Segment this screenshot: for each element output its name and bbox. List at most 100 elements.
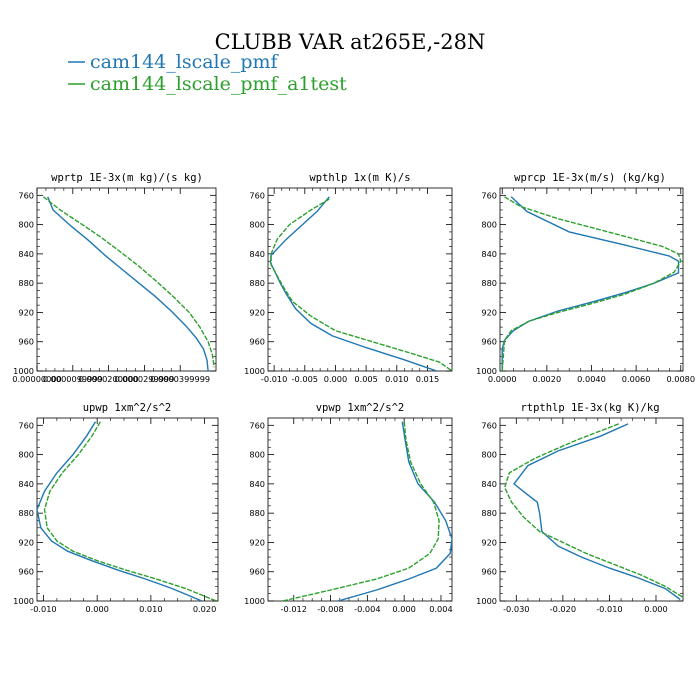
y-tick-label: 760	[18, 420, 34, 430]
panel-wpthlp: wpthlp 1x(m K)/s -0.010 -0.005 0.000 0.005 0…	[244, 172, 453, 384]
panel-wprtp: wprtp 1E-3x(m kg)/(s kg) 0.000000000.000…	[12, 172, 217, 384]
plot-area-vpwp: -0.012 -0.008 -0.004 0.000 0.004 760 800 840 880…	[244, 418, 453, 614]
y-tick-label: 960	[18, 337, 34, 347]
x-tick-label: 0.0000399999	[150, 374, 210, 384]
panel-title-wprcp: wprcp 1E-3x(m/s) (kg/kg)	[514, 172, 666, 184]
y-tick-label: 920	[481, 307, 497, 317]
plot-frame-vpwp	[267, 417, 453, 602]
panel-title-vpwp: vpwp 1xm^2/s^2	[316, 402, 405, 414]
y-tick-label: 880	[481, 508, 497, 518]
plot-area-wprtp: 0.000000000.00000999990.00002000000.0000…	[12, 188, 216, 384]
plot-frame-rtpthlp	[499, 417, 684, 602]
x-tick-label: 0.000	[85, 604, 108, 614]
legend-label-2: cam144_lscale_pmf_a1test	[90, 73, 347, 95]
x-tick-label: 0.000	[324, 374, 347, 384]
y-tick-label: 960	[481, 337, 497, 347]
series-line-1	[513, 423, 681, 601]
figure-title: CLUBB VAR at265E,-28N	[215, 30, 486, 54]
y-tick-label: 960	[249, 337, 265, 347]
y-tick-label: 920	[249, 537, 265, 547]
y-tick-label: 840	[249, 249, 265, 259]
series-line-2	[282, 421, 440, 601]
y-tick-label: 840	[481, 249, 497, 259]
plot-area-rtpthlp: -0.030 -0.020 -0.010 0.000 760 800 840 880 920 96…	[476, 418, 683, 614]
x-tick-label: 0.010	[139, 604, 162, 614]
x-tick-label: -0.030	[503, 604, 529, 614]
x-tick-label: 0.0000	[488, 374, 517, 384]
plot-area-wprcp: 0.0000 0.0020 0.0040 0.0060 0.0080 760 800 840 8…	[476, 188, 695, 384]
panel-wprcp: wprcp 1E-3x(m/s) (kg/kg) 0.0000 0.0020 0.0…	[476, 172, 695, 384]
y-tick-label: 960	[481, 567, 497, 577]
y-tick-label: 1000	[476, 596, 497, 606]
x-tick-label: -0.010	[596, 604, 622, 614]
y-tick-label: 920	[18, 307, 34, 317]
x-tick-label: -0.010	[30, 604, 56, 614]
y-tick-label: 1000	[244, 596, 265, 606]
y-tick-label: 840	[481, 479, 497, 489]
x-tick-label: 0.005	[354, 374, 377, 384]
y-tick-label: 800	[249, 450, 265, 460]
x-tick-label: 0.0040	[577, 374, 606, 384]
y-tick-label: 800	[481, 450, 497, 460]
panel-upwp: upwp 1xm^2/s^2 -0.010 0.000 0.010 0.020 760 8…	[13, 402, 219, 614]
x-tick-label: 0.015	[416, 374, 439, 384]
y-tick-label: 1000	[13, 366, 34, 376]
series-line-2	[42, 196, 215, 368]
y-tick-label: 960	[18, 567, 34, 577]
series-line-2	[270, 198, 452, 371]
series-line-1	[47, 196, 209, 371]
x-tick-label: -0.005	[292, 374, 318, 384]
plot-frame-wpthlp	[267, 187, 453, 372]
y-tick-label: 760	[481, 420, 497, 430]
x-tick-label: 0.000	[392, 604, 415, 614]
y-tick-label: 800	[481, 220, 497, 230]
y-tick-label: 760	[249, 190, 265, 200]
y-tick-label: 840	[249, 479, 265, 489]
x-tick-label: -0.020	[550, 604, 576, 614]
x-tick-label: 0.00000000	[12, 374, 62, 384]
series-line-2	[43, 421, 217, 601]
legend: cam144_lscale_pmf cam144_lscale_pmf_a1te…	[68, 51, 347, 95]
x-tick-label: -0.012	[281, 604, 307, 614]
panel-title-rtpthlp: rtpthlp 1E-3x(kg K)/kg	[520, 402, 659, 414]
y-tick-label: 920	[249, 307, 265, 317]
panel-title-upwp: upwp 1xm^2/s^2	[83, 402, 172, 414]
y-tick-label: 880	[481, 278, 497, 288]
x-tick-label: -0.008	[317, 604, 343, 614]
plot-area-wpthlp: -0.010 -0.005 0.000 0.005 0.010 0.015 760 800 84…	[244, 188, 452, 384]
panel-rtpthlp: rtpthlp 1E-3x(kg K)/kg -0.030 -0.020 -0.01…	[476, 402, 684, 614]
y-tick-label: 880	[249, 278, 265, 288]
x-tick-label: 0.0000099999	[43, 374, 103, 384]
series-line-1	[269, 196, 437, 371]
series-line-1	[337, 421, 452, 601]
y-tick-label: 1000	[13, 596, 34, 606]
x-tick-label: 0.000	[644, 604, 667, 614]
x-tick-label: 0.0060	[622, 374, 651, 384]
y-tick-label: 840	[18, 249, 34, 259]
y-tick-label: 920	[18, 537, 34, 547]
panel-title-wpthlp: wpthlp 1x(m K)/s	[309, 172, 410, 184]
y-tick-label: 760	[249, 420, 265, 430]
y-tick-label: 1000	[244, 366, 265, 376]
y-tick-label: 760	[481, 190, 497, 200]
y-tick-label: 800	[249, 220, 265, 230]
y-tick-label: 1000	[476, 366, 497, 376]
panel-title-wprtp: wprtp 1E-3x(m kg)/(s kg)	[51, 172, 203, 184]
legend-label-1: cam144_lscale_pmf	[90, 51, 280, 73]
y-tick-label: 800	[18, 450, 34, 460]
y-tick-label: 960	[249, 567, 265, 577]
series-line-1	[37, 421, 203, 601]
y-tick-label: 920	[481, 537, 497, 547]
series-line-2	[503, 423, 683, 598]
x-tick-label: 0.0080	[666, 374, 695, 384]
y-tick-label: 880	[18, 508, 34, 518]
y-tick-label: 840	[18, 479, 34, 489]
x-tick-label: 0.004	[429, 604, 452, 614]
plot-area-upwp: -0.010 0.000 0.010 0.020 760 800 840 880 920 960 1…	[13, 418, 218, 614]
x-tick-label: 0.010	[385, 374, 408, 384]
y-tick-label: 880	[18, 278, 34, 288]
x-tick-label: 0.020	[193, 604, 216, 614]
series-line-2	[501, 196, 682, 371]
